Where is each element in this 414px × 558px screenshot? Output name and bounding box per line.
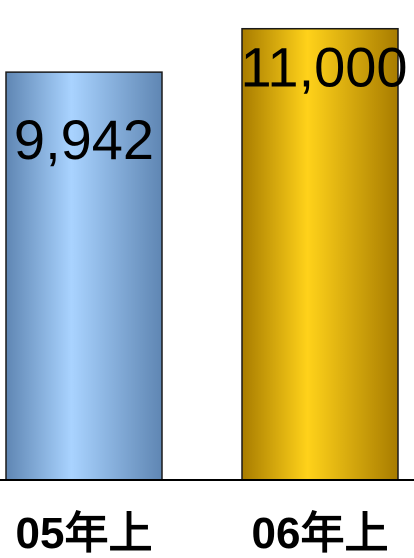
data-label-05-first-half: 9,942 — [14, 108, 154, 171]
x-tick-label-06-first-half: 06年上 — [252, 509, 389, 558]
bar-05-first-half — [5, 71, 163, 481]
data-label-06-first-half: 11,000 — [240, 36, 407, 99]
bar-06-first-half — [241, 27, 399, 481]
x-tick-label-05-first-half: 05年上 — [16, 509, 153, 558]
